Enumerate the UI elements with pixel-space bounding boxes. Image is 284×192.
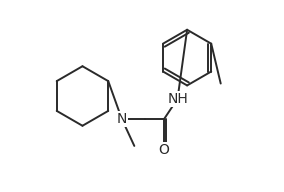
Text: N: N [117, 112, 127, 126]
Text: NH: NH [167, 92, 188, 106]
Text: O: O [159, 143, 170, 157]
